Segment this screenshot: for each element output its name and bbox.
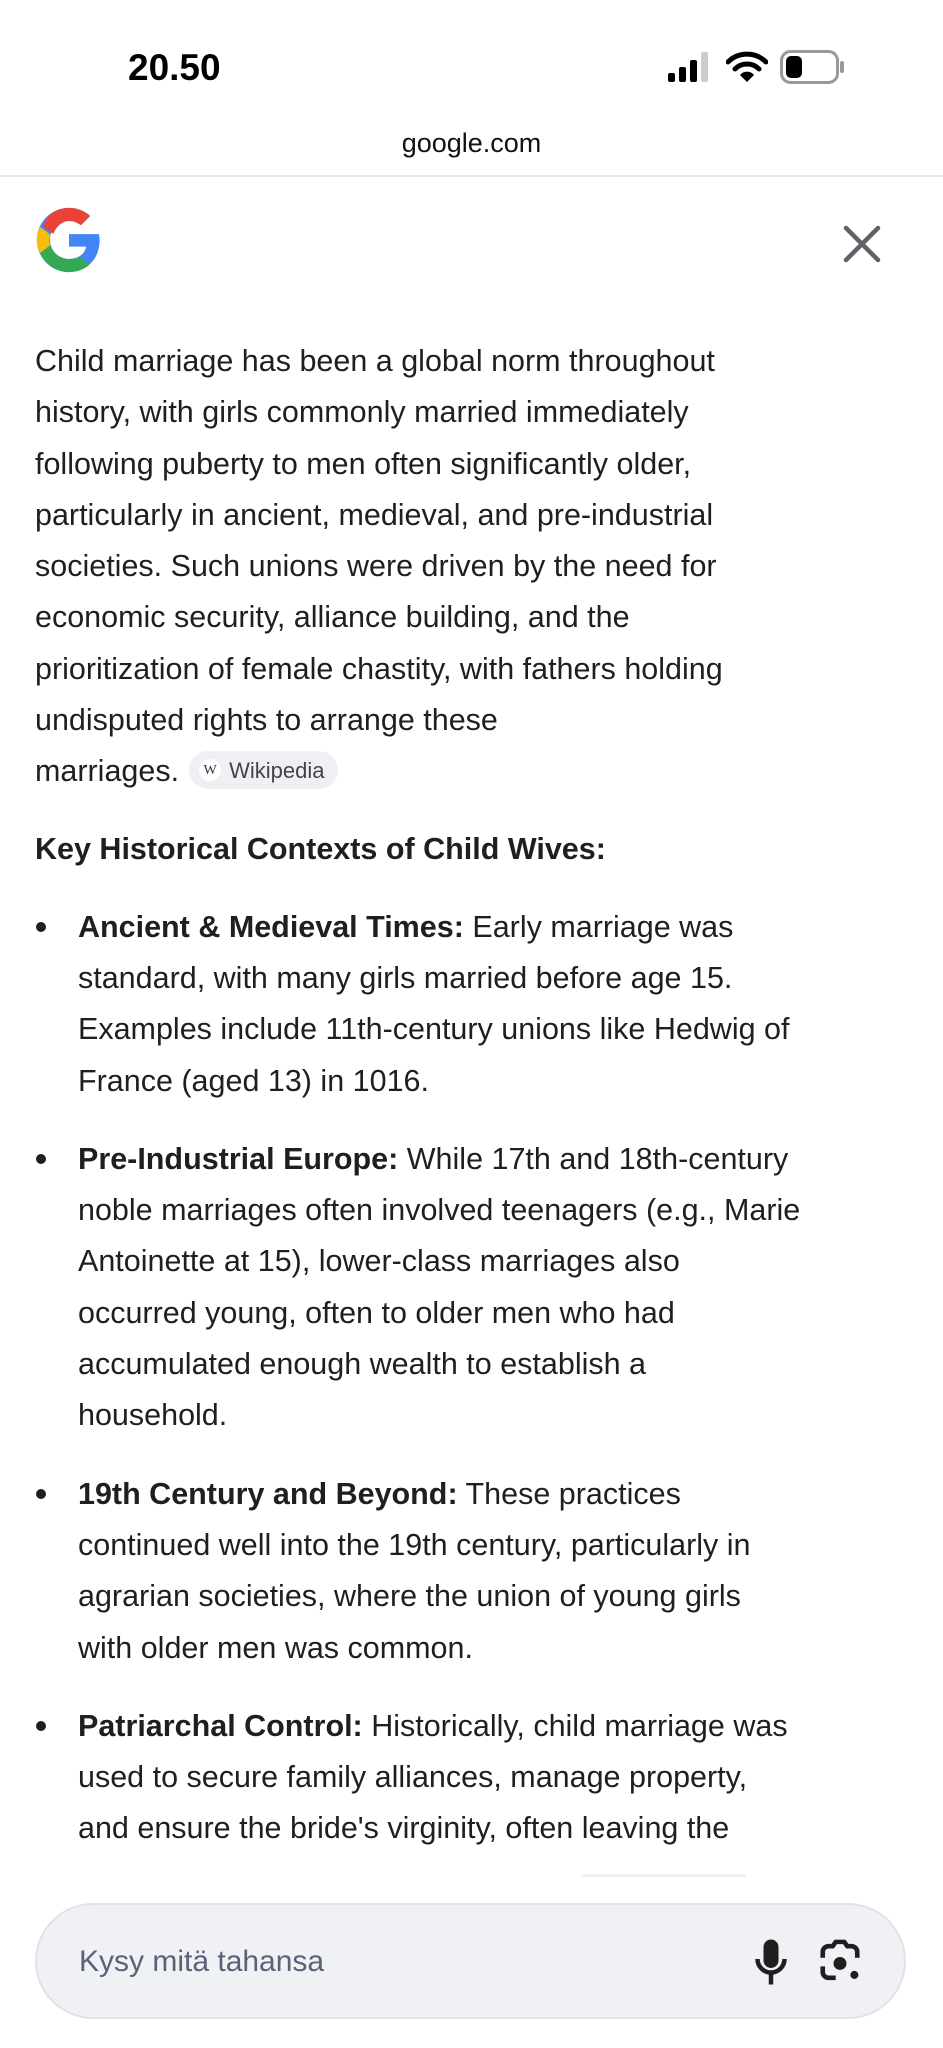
bullet <box>36 1153 46 1164</box>
intro-line-text: marriages. <box>35 754 180 789</box>
source-chip-wikipedia[interactable]: W Wikipedia <box>189 751 339 790</box>
item-line: Examples include 11th-century unions lik… <box>78 1012 790 1047</box>
google-g-logo <box>36 207 100 273</box>
item-line: used to secure family alliances, manage … <box>78 1760 748 1795</box>
item-line: accumulated enough wealth to establish a <box>78 1347 647 1382</box>
item-line: household. <box>78 1398 228 1433</box>
faded-element <box>581 1874 746 1877</box>
list-item: Ancient & Medieval Times: Early marriage… <box>35 902 915 1107</box>
source-chip-label: Wikipedia <box>229 757 325 783</box>
google-lens-icon[interactable] <box>818 1939 862 1985</box>
divider <box>0 175 943 177</box>
intro-line: economic security, alliance building, an… <box>35 600 630 635</box>
intro-paragraph: Child marriage has been a global norm th… <box>35 336 915 798</box>
intro-line: particularly in ancient, medieval, and p… <box>35 497 714 532</box>
context-list: Ancient & Medieval Times: Early marriage… <box>35 902 915 1855</box>
item-text: These practices <box>457 1476 681 1511</box>
section-heading: Key Historical Contexts of Child Wives: <box>35 831 606 866</box>
bullet <box>36 1720 46 1731</box>
intro-line: marriages. W Wikipedia <box>35 746 915 797</box>
item-label: Pre-Industrial Europe: <box>78 1141 399 1176</box>
item-line: agrarian societies, where the union of y… <box>78 1579 741 1614</box>
intro-line: undisputed rights to arrange these <box>35 703 498 738</box>
item-line: France (aged 13) in 1016. <box>78 1063 429 1098</box>
item-line: standard, with many girls married before… <box>78 960 733 995</box>
wifi-icon <box>726 51 768 82</box>
bullet <box>36 1488 46 1499</box>
item-text: Historically, child marriage was <box>362 1708 788 1743</box>
intro-line: history, with girls commonly married imm… <box>35 395 689 430</box>
ai-overview-content: Child marriage has been a global norm th… <box>35 336 915 1882</box>
item-line: Ancient & Medieval Times: Early marriage… <box>78 902 915 953</box>
item-label: Ancient & Medieval Times: <box>78 909 464 944</box>
list-item: Patriarchal Control: Historically, child… <box>35 1701 915 1855</box>
intro-line: Child marriage has been a global norm th… <box>35 344 715 378</box>
battery-icon <box>780 50 844 84</box>
item-line: with older men was common. <box>78 1630 473 1665</box>
item-line: Pre-Industrial Europe: While 17th and 18… <box>78 1134 915 1185</box>
item-text: Early marriage was <box>463 909 734 944</box>
item-line: Antoinette at 15), lower-class marriages… <box>78 1244 680 1279</box>
status-time: 20.50 <box>128 47 221 88</box>
intro-line: prioritization of female chastity, with … <box>35 651 723 686</box>
intro-line: following puberty to men often significa… <box>35 446 692 481</box>
status-icons <box>666 50 846 84</box>
list-item: 19th Century and Beyond: These practices… <box>35 1469 915 1674</box>
search-bar <box>35 1903 906 2019</box>
url-bar[interactable]: google.com <box>401 128 542 158</box>
item-line: 19th Century and Beyond: These practices <box>78 1469 915 1520</box>
intro-line: societies. Such unions were driven by th… <box>35 549 717 584</box>
microphone-icon[interactable] <box>753 1938 789 1986</box>
list-item: Pre-Industrial Europe: While 17th and 18… <box>35 1134 915 1442</box>
item-label: Patriarchal Control: <box>78 1708 363 1743</box>
item-line: and ensure the bride's virginity, often … <box>78 1811 730 1846</box>
item-line: Patriarchal Control: Historically, child… <box>78 1701 915 1752</box>
item-text: While 17th and 18th-century <box>398 1141 789 1176</box>
bullet <box>36 921 46 932</box>
cellular-signal-icon <box>668 52 708 82</box>
wikipedia-icon: W <box>199 759 222 782</box>
item-label: 19th Century and Beyond: <box>78 1476 458 1511</box>
item-line: continued well into the 19th century, pa… <box>78 1527 751 1562</box>
search-input[interactable] <box>77 1905 721 2019</box>
item-line: noble marriages often involved teenagers… <box>78 1193 801 1228</box>
item-line: occurred young, often to older men who h… <box>78 1295 675 1330</box>
close-icon[interactable] <box>838 220 886 268</box>
